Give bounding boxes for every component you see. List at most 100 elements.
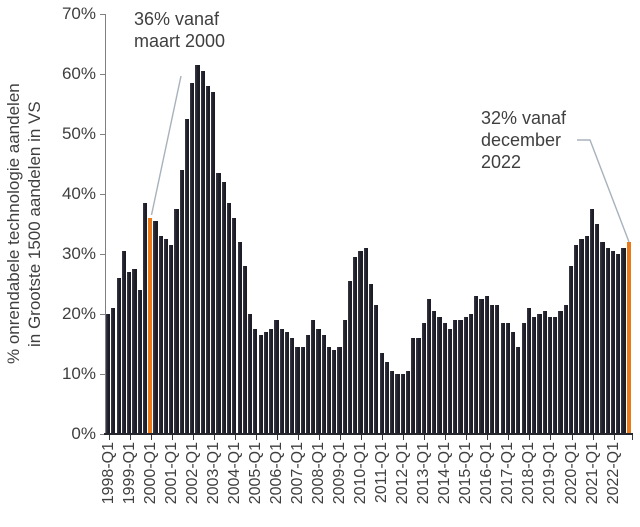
bar [495,305,500,434]
bar [390,371,395,434]
bar [589,209,595,434]
bar [521,323,526,434]
bar [253,329,258,434]
x-tick-label: 1999-Q1 [120,442,138,505]
bar [610,251,616,434]
y-tick-label: 20% [61,304,96,323]
bar [621,248,626,434]
annotation-december-2022: 32% vanaf december 2022 [481,107,566,173]
x-tick [129,435,131,440]
y-tick [100,74,106,75]
x-tick-end [632,435,633,440]
x-tick [382,435,384,440]
x-tick-label: 2020-Q1 [562,442,580,505]
bar-highlighted [148,218,153,434]
x-tick [550,435,552,440]
x-tick-label: 2018-Q1 [520,442,538,505]
x-tick [361,435,363,440]
annotation-line: 2022 [481,152,522,172]
x-tick-label: 2016-Q1 [478,442,496,505]
bar [316,329,321,434]
bar [311,320,316,434]
x-tick [424,435,426,440]
bar [432,311,437,434]
bar [463,317,468,434]
x-tick [192,435,194,440]
bar-series [106,14,632,434]
bar [153,221,158,434]
bar [232,218,237,434]
bar [505,323,510,434]
x-tick [529,435,531,440]
annotation-march-2000: 36% vanaf maart 2000 [134,8,225,52]
y-tick-label: 0% [71,424,96,443]
bar [216,173,221,434]
x-tick-label: 2001-Q1 [162,442,180,505]
bar [516,347,521,434]
bar [169,245,174,434]
bar [174,209,179,434]
bar [500,323,505,434]
bar [184,119,190,434]
y-axis-line [105,14,106,434]
x-tick-label: 2004-Q1 [225,442,243,505]
x-tick [466,435,468,440]
x-tick [171,435,173,440]
bar [106,314,111,434]
bar [437,317,442,434]
y-tick-label: 10% [61,364,96,383]
bar [568,266,574,434]
bar [453,320,458,434]
x-axis-line [104,433,633,435]
bar [211,92,216,434]
bar [426,299,432,434]
bar [384,362,389,434]
bar [574,245,579,434]
bar [605,248,610,434]
bar [400,374,405,434]
bar [195,65,200,434]
x-tick-label: 2009-Q1 [331,442,349,505]
x-tick [487,435,489,440]
y-tick [100,434,106,435]
bar [190,83,195,434]
bar [221,182,226,434]
bar [200,71,205,434]
bar [226,203,232,434]
x-tick [213,435,215,440]
x-tick-label: 2008-Q1 [310,442,328,505]
bar [405,371,411,434]
y-tick-label: 30% [61,244,96,263]
bar [484,296,489,434]
bar [511,332,516,434]
x-tick [276,435,278,440]
y-tick [100,194,106,195]
bar [342,320,347,434]
bar [284,332,290,434]
x-tick-label: 2012-Q1 [394,442,412,505]
x-tick [403,435,405,440]
bar [179,170,184,434]
bar [305,335,311,434]
annotation-line: december [481,130,562,150]
y-tick [100,314,106,315]
bar [132,269,137,434]
bar [542,311,547,434]
bar [479,299,484,434]
bar [532,317,537,434]
x-tick-label: 2003-Q1 [204,442,222,505]
bar [337,347,342,434]
bar [600,242,605,434]
bar [563,305,568,434]
bar-highlighted [626,242,631,434]
x-tick [297,435,299,440]
x-tick-label: 1998-Q1 [99,442,117,505]
bar [547,317,553,434]
x-tick [108,435,110,440]
x-tick-label: 2006-Q1 [267,442,285,505]
bar [290,338,295,434]
bar [616,254,621,434]
bar [127,272,132,434]
bar [326,347,332,434]
